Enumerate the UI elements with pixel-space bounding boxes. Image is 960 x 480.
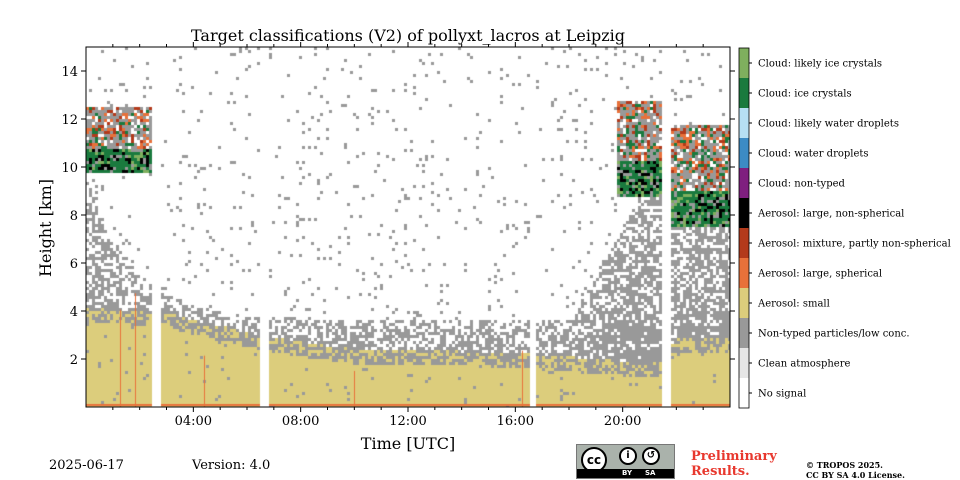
attribution-icon: i <box>619 447 637 465</box>
copyright-line-2: CC BY SA 4.0 License. <box>806 470 905 480</box>
y-tick-label: 8 <box>70 209 78 224</box>
badge-strip <box>577 469 674 478</box>
copyright-notice: © TROPOS 2025. CC BY SA 4.0 License. <box>806 460 905 480</box>
y-tick-label: 10 <box>61 161 78 176</box>
colorbar-label: Cloud: likely water droplets <box>758 119 899 130</box>
cc-license-badge: cc i ↺ BY SA <box>576 444 675 479</box>
preliminary-line-2: Results. <box>691 464 750 479</box>
date-label: 2025-06-17 <box>49 458 124 473</box>
colorbar-label: Clean atmosphere <box>758 359 851 370</box>
colorbar-label: Aerosol: large, spherical <box>757 269 882 280</box>
y-tick-label: 12 <box>61 113 78 128</box>
preliminary-notice: Preliminary Results. <box>691 449 777 479</box>
preliminary-line-1: Preliminary <box>691 449 777 464</box>
x-tick-label: 20:00 <box>604 414 641 429</box>
y-tick-label: 14 <box>61 65 78 80</box>
x-tick-label: 08:00 <box>282 414 319 429</box>
colorbar-swatch <box>739 78 749 108</box>
x-tick-label: 04:00 <box>175 414 212 429</box>
x-axis-ticks: 04:00 08:00 12:00 16:00 20:00 <box>112 42 704 429</box>
colorbar-swatch <box>739 48 749 78</box>
colorbar-frame <box>738 47 750 409</box>
x-tick-label: 16:00 <box>497 414 534 429</box>
colorbar-swatch <box>739 318 749 348</box>
colorbar-label: Cloud: ice crystals <box>758 89 852 100</box>
colorbar-label: Cloud: likely ice crystals <box>758 59 882 70</box>
colorbar-label: No signal <box>758 389 806 400</box>
colorbar-swatch <box>739 348 749 378</box>
version-label: Version: 4.0 <box>192 458 271 473</box>
badge-sa-label: SA <box>645 469 656 477</box>
y-axis-ticks: 2 4 6 8 10 12 14 <box>61 65 735 368</box>
colorbar-swatch <box>739 108 749 138</box>
colorbar-label: Aerosol: small <box>757 299 830 310</box>
colorbar-label: Aerosol: large, non-spherical <box>757 209 904 220</box>
cc-icon: cc <box>581 447 607 473</box>
y-tick-label: 4 <box>70 305 78 320</box>
colorbar-swatch <box>739 288 749 318</box>
colorbar: No signal Clean atmosphere Non-typed parti… <box>738 47 951 409</box>
colorbar-swatch <box>739 198 749 228</box>
heatmap-image <box>86 47 730 407</box>
classification-heatmap <box>86 47 730 407</box>
colorbar-swatch <box>739 378 749 408</box>
colorbar-swatch <box>739 258 749 288</box>
y-tick-label: 6 <box>70 257 78 272</box>
x-tick-label: 12:00 <box>389 414 426 429</box>
copyright-line-1: © TROPOS 2025. <box>806 460 883 470</box>
y-axis-label: Height [km] <box>36 179 55 277</box>
colorbar-swatch <box>739 168 749 198</box>
colorbar-label: Non-typed particles/low conc. <box>758 329 910 340</box>
share-alike-icon: ↺ <box>642 447 660 465</box>
chart-title: Target classifications (V2) of pollyxt_l… <box>191 26 625 45</box>
colorbar-swatch <box>739 138 749 168</box>
colorbar-label: Aerosol: mixture, partly non-spherical <box>757 239 951 250</box>
badge-by-label: BY <box>622 469 633 477</box>
colorbar-label: Cloud: non-typed <box>758 179 846 190</box>
colorbar-label: Cloud: water droplets <box>758 149 869 160</box>
y-tick-label: 2 <box>70 353 78 368</box>
x-axis-label: Time [UTC] <box>361 434 455 453</box>
colorbar-swatch <box>739 228 749 258</box>
